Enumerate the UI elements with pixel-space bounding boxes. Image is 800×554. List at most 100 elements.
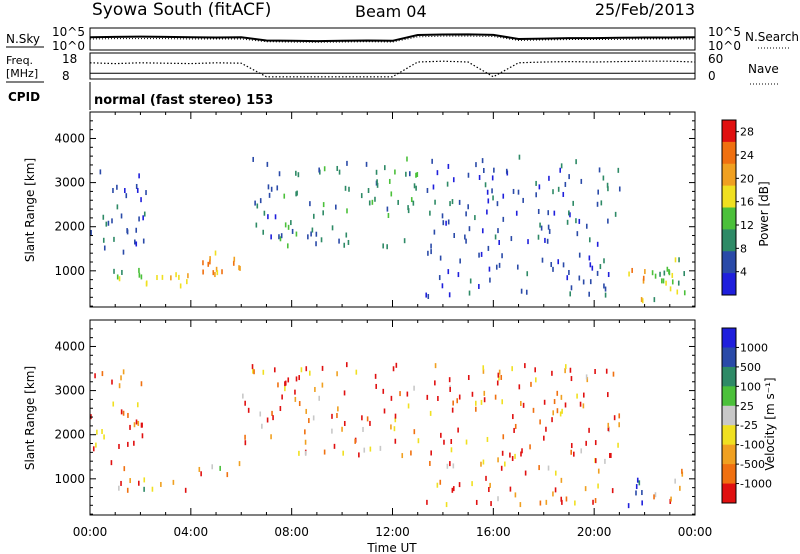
heatmap-cell bbox=[142, 238, 145, 244]
heatmap-cell bbox=[343, 390, 346, 396]
heatmap-cell bbox=[500, 374, 503, 380]
heatmap-cell bbox=[156, 275, 158, 281]
colorbar-segment bbox=[722, 464, 736, 485]
heatmap-cell bbox=[663, 270, 666, 276]
heatmap-cell bbox=[145, 190, 147, 196]
heatmap-cell bbox=[212, 270, 215, 276]
heatmap-cell bbox=[491, 188, 493, 194]
heatmap-cell bbox=[429, 210, 431, 216]
heatmap-cell bbox=[278, 234, 280, 240]
heatmap-cell bbox=[520, 451, 522, 457]
heatmap-cell bbox=[449, 386, 451, 392]
heatmap-cell bbox=[516, 264, 519, 270]
heatmap-cell bbox=[550, 262, 553, 268]
heatmap-cell bbox=[665, 280, 667, 286]
heatmap-cell bbox=[564, 402, 567, 408]
heatmap-cell bbox=[298, 401, 301, 407]
heatmap-cell bbox=[659, 271, 661, 277]
heatmap-cell bbox=[321, 365, 324, 371]
heatmap-cell bbox=[553, 399, 556, 405]
heatmap-cell bbox=[529, 444, 531, 450]
heatmap-cell bbox=[345, 232, 348, 238]
heatmap-cell bbox=[143, 477, 146, 483]
heatmap-cell bbox=[580, 178, 583, 184]
heatmap-cell bbox=[262, 369, 265, 375]
heatmap-cell bbox=[252, 156, 254, 162]
colorbar-segment bbox=[722, 483, 736, 504]
freq-left-tick-top: 18 bbox=[62, 52, 77, 66]
heatmap-cell bbox=[578, 275, 581, 281]
heatmap-cell bbox=[553, 210, 556, 216]
heatmap-cell bbox=[579, 401, 582, 407]
heatmap-cell bbox=[447, 163, 450, 169]
heatmap-cell bbox=[271, 410, 273, 416]
heatmap-cell bbox=[640, 297, 643, 303]
heatmap-cell bbox=[102, 237, 105, 243]
heatmap-cell bbox=[361, 415, 363, 421]
heatmap-cell bbox=[618, 186, 621, 192]
heatmap-cell bbox=[134, 239, 136, 245]
heatmap-cell bbox=[498, 369, 501, 375]
heatmap-cell bbox=[551, 417, 553, 423]
heatmap-cell bbox=[133, 422, 136, 428]
heatmap-cell bbox=[305, 408, 308, 414]
x-tick-label: 08:00 bbox=[274, 525, 309, 539]
heatmap-cell bbox=[471, 481, 473, 487]
heatmap-cell bbox=[170, 275, 172, 281]
heatmap-cell bbox=[111, 379, 113, 385]
heatmap-cell bbox=[99, 169, 102, 175]
heatmap-cell bbox=[95, 442, 97, 448]
power-axes: 1000 2000 3000 4000 bbox=[54, 112, 696, 307]
heatmap-cell bbox=[103, 434, 105, 440]
heatmap-cell bbox=[219, 465, 221, 471]
heatmap-cell bbox=[564, 364, 567, 370]
heatmap-cell bbox=[331, 428, 333, 434]
noise-lines bbox=[89, 33, 696, 43]
heatmap-cell bbox=[522, 402, 525, 408]
heatmap-cell bbox=[545, 426, 547, 432]
heatmap-cell bbox=[374, 373, 377, 379]
heatmap-cell bbox=[547, 210, 550, 216]
heatmap-cell bbox=[284, 381, 286, 387]
heatmap-cell bbox=[683, 290, 686, 296]
heatmap-cell bbox=[554, 487, 557, 493]
heatmap-cell bbox=[607, 186, 609, 192]
heatmap-cell bbox=[568, 174, 570, 180]
power-panel-frame bbox=[89, 111, 696, 308]
heatmap-cell bbox=[654, 273, 657, 279]
beam-label: Beam 04 bbox=[355, 2, 427, 21]
power-heatmap-cells bbox=[90, 154, 686, 304]
heatmap-cell bbox=[494, 234, 497, 240]
heatmap-cell bbox=[433, 229, 436, 235]
heatmap-cell bbox=[341, 426, 343, 432]
heatmap-cell bbox=[487, 198, 490, 204]
colorbar-segment bbox=[722, 425, 736, 446]
heatmap-cell bbox=[278, 171, 281, 177]
heatmap-cell bbox=[135, 419, 138, 425]
heatmap-cell bbox=[307, 234, 309, 240]
heatmap-cell bbox=[453, 233, 456, 239]
heatmap-cell bbox=[458, 394, 461, 400]
heatmap-cell bbox=[416, 171, 419, 177]
heatmap-cell bbox=[500, 465, 503, 471]
heatmap-cell bbox=[607, 218, 609, 224]
heatmap-cell bbox=[304, 439, 307, 445]
heatmap-cell bbox=[365, 161, 368, 167]
heatmap-cell bbox=[430, 243, 432, 249]
heatmap-cell bbox=[399, 391, 401, 397]
heatmap-cell bbox=[597, 483, 599, 489]
heatmap-cell bbox=[259, 411, 262, 417]
heatmap-cell bbox=[410, 197, 413, 203]
heatmap-cell bbox=[475, 400, 477, 406]
heatmap-cell bbox=[441, 213, 444, 219]
noise-left-tick-bottom: 10^0 bbox=[52, 39, 85, 53]
heatmap-cell bbox=[458, 482, 461, 488]
heatmap-cell bbox=[445, 220, 447, 226]
heatmap-cell bbox=[107, 220, 110, 226]
heatmap-cell bbox=[347, 239, 350, 245]
heatmap-cell bbox=[417, 438, 420, 444]
heatmap-cell bbox=[573, 451, 575, 457]
colorbar-tick-label: 28 bbox=[740, 126, 754, 139]
heatmap-cell bbox=[122, 249, 125, 255]
heatmap-cell bbox=[256, 203, 259, 209]
